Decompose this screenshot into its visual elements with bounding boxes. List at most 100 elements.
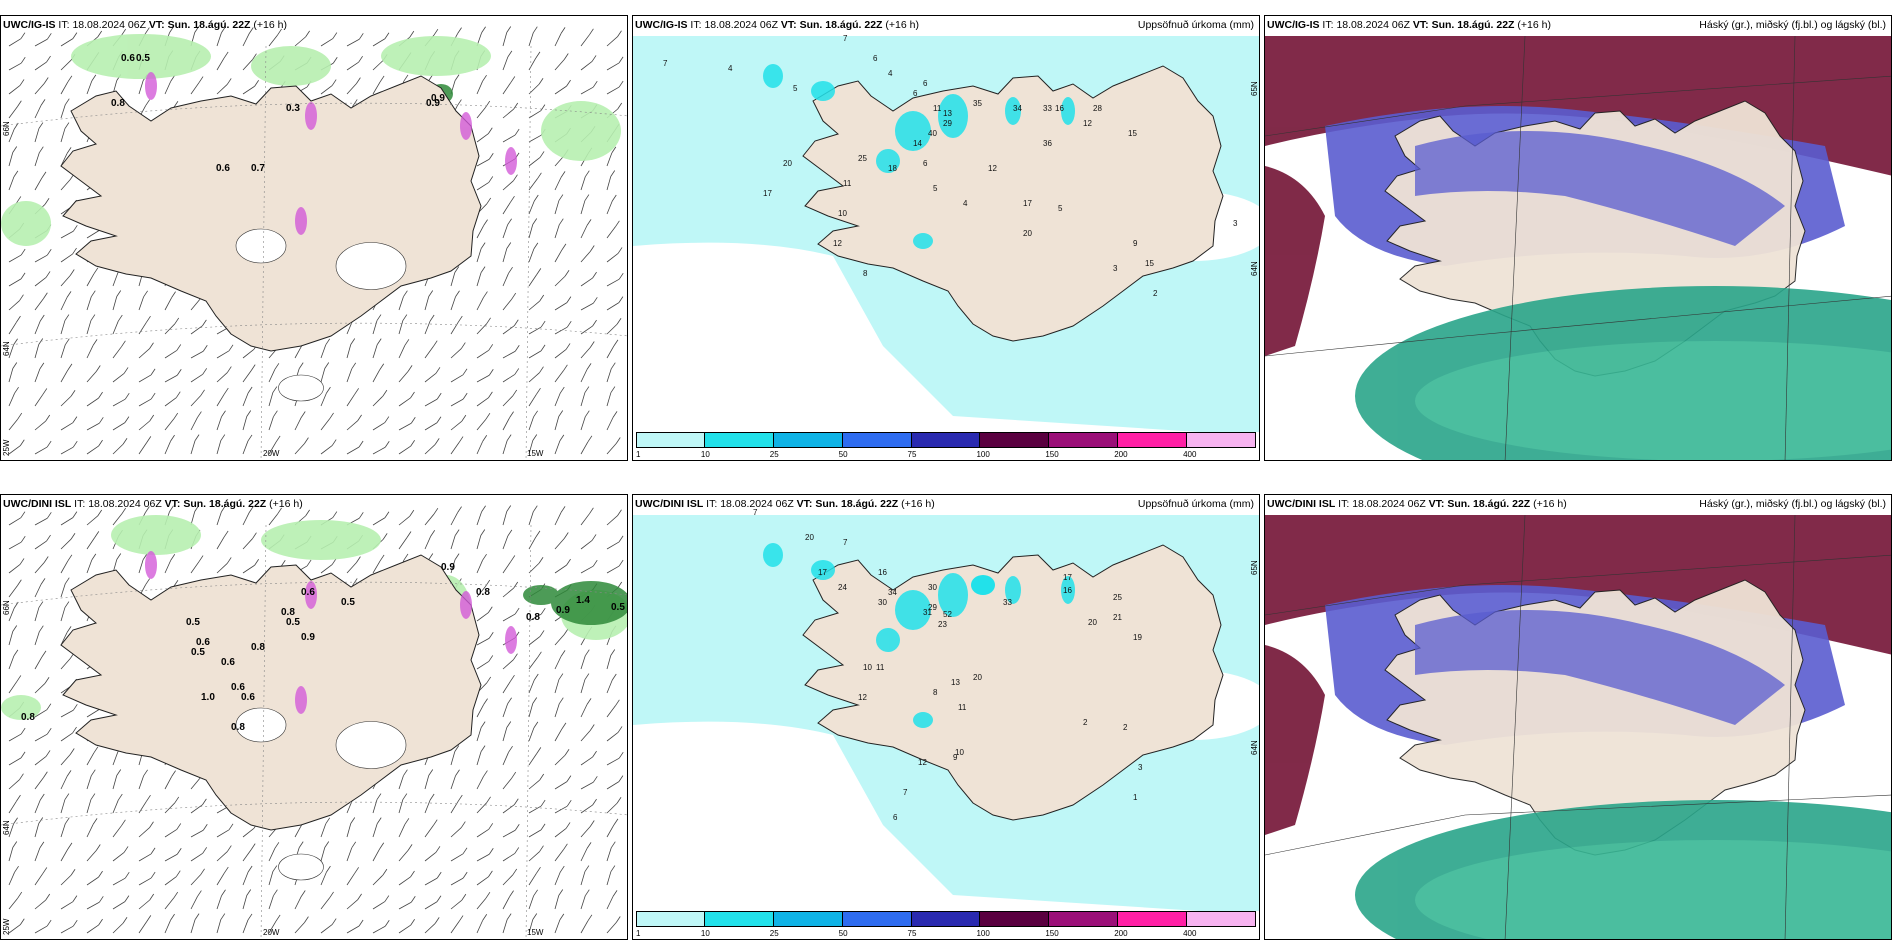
map-panel-igis-precip: 7 7 6 4 5 4 6 6 11 13 14 40 29 35 34 33 16 12 28 36 15 17 10 11…	[632, 15, 1260, 461]
glaciers	[235, 707, 407, 881]
vt-label: VT:	[780, 19, 797, 31]
value-label: 0.9	[431, 93, 445, 104]
value-label: 6	[893, 813, 898, 822]
model-name: UWC/DINI ISL	[1267, 498, 1336, 510]
value-label: 0.9	[556, 605, 570, 616]
panel-field-title: Háský (gr.), miðský (fj.bl.) og lágský (…	[1699, 498, 1886, 510]
map-panel-dini-wind: 0.8 0.5 0.6 0.6 0.8 0.5 0.9 0.8 1.4 0.8 0.9 0.5 0.5 0…	[0, 494, 628, 940]
value-label: 3	[1233, 219, 1238, 228]
value-label: 7	[843, 538, 848, 547]
precip-colorbar: 1 10 25 50 75 100 150 200 400	[633, 432, 1259, 460]
value-label: 7	[903, 788, 908, 797]
gust-areas	[1, 34, 621, 246]
lead-time: (+16 h)	[269, 498, 303, 510]
value-label: 0.8	[526, 612, 540, 623]
value-label: 0.8	[476, 587, 490, 598]
value-label: 20	[1088, 618, 1097, 627]
value-label: 0.5	[341, 597, 355, 608]
lead-time: (+16 h)	[253, 19, 287, 31]
value-label: 1	[1133, 793, 1138, 802]
value-label: 13	[943, 109, 952, 118]
colorbar-swatch	[773, 432, 843, 448]
heavy-precip	[763, 64, 1075, 249]
valid-time: Sun. 18.ágú. 22Z	[183, 498, 267, 510]
longitude-label: 20W	[263, 928, 280, 937]
latitude-label: 64N	[1250, 261, 1260, 276]
value-label: 0.5	[191, 647, 205, 658]
value-label: 12	[918, 758, 927, 767]
value-label: 18	[888, 164, 897, 173]
it-label: IT:	[690, 19, 702, 31]
value-label: 28	[1093, 104, 1102, 113]
panel-title: UWC/IG-IS IT: 18.08.2024 06Z VT: Sun. 18…	[635, 19, 919, 31]
value-label: 8	[863, 269, 868, 278]
value-label: 20	[783, 159, 792, 168]
value-label: 4	[963, 199, 968, 208]
colorbar-swatch	[911, 432, 981, 448]
map-panel-igis-cloud: UWC/IG-IS IT: 18.08.2024 06Z VT: Sun. 18…	[1264, 15, 1892, 461]
colorbar-tick-label: 400	[1183, 929, 1197, 938]
latitude-label: 64N	[2, 820, 11, 835]
value-label: 7	[663, 59, 668, 68]
colorbar-swatch	[636, 911, 705, 927]
value-label: 20	[1023, 229, 1032, 238]
valid-time: Sun. 18.ágú. 22Z	[799, 19, 883, 31]
value-label: 36	[1043, 139, 1052, 148]
value-label: 30	[928, 583, 937, 592]
colorbar-swatch	[842, 432, 912, 448]
value-label: 1.4	[576, 595, 590, 606]
value-label: 52	[943, 610, 952, 619]
value-label: 23	[938, 620, 947, 629]
map-panel-dini-cloud: UWC/DINI ISL IT: 18.08.2024 06Z VT: Sun.…	[1264, 494, 1892, 940]
value-label: 7	[753, 508, 758, 517]
graticule	[1265, 35, 1891, 460]
value-label: 30	[878, 598, 887, 607]
value-label: 0.6	[221, 657, 235, 668]
low-cloud	[1355, 286, 1891, 460]
value-label: 0.5	[286, 617, 300, 628]
colorbar-tick-label: 400	[1183, 450, 1197, 459]
colorbar-swatch	[1049, 911, 1119, 927]
value-label: 12	[988, 164, 997, 173]
colorbar-tick-label: 100	[976, 929, 990, 938]
value-label: 17	[1063, 573, 1072, 582]
graticule	[1, 524, 627, 939]
value-label: 9	[953, 753, 958, 762]
model-name: UWC/IG-IS	[635, 19, 688, 31]
vt-label: VT:	[1428, 498, 1445, 510]
latitude-label: 66N	[2, 121, 11, 136]
value-label: 31	[923, 608, 932, 617]
panel-field-title: Háský (gr.), miðský (fj.bl.) og lágský (…	[1699, 19, 1886, 31]
colorbar-tick-label: 100	[976, 450, 990, 459]
value-label: 6	[923, 159, 928, 168]
glaciers	[235, 228, 407, 402]
value-label: 14	[913, 139, 922, 148]
value-label: 1.0	[201, 692, 215, 703]
colorbar-tick-label: 150	[1045, 450, 1059, 459]
latitude-label: 65N	[1250, 560, 1260, 575]
it-label: IT:	[1322, 19, 1334, 31]
colorbar-swatch	[1118, 432, 1188, 448]
value-label: 0.6	[241, 692, 255, 703]
colorbar-swatch	[1118, 911, 1188, 927]
value-label: 0.9	[301, 632, 315, 643]
value-label: 17	[1023, 199, 1032, 208]
vt-label: VT:	[1412, 19, 1429, 31]
value-label: 21	[1113, 613, 1122, 622]
value-label: 0.6	[231, 682, 245, 693]
value-label: 3	[1138, 763, 1143, 772]
panel-field-title: Uppsöfnuð úrkoma (mm)	[1137, 19, 1254, 31]
colorbar-swatch	[980, 911, 1050, 927]
latitude-label: 66N	[2, 600, 11, 615]
value-label: 0.3	[286, 103, 300, 114]
colorbar-swatch	[1049, 432, 1119, 448]
vt-label: VT:	[148, 19, 165, 31]
value-label: 24	[838, 583, 847, 592]
value-label: 6	[913, 89, 918, 98]
value-label: 0.8	[231, 722, 245, 733]
value-label: 2	[1153, 289, 1158, 298]
value-label: 20	[805, 533, 814, 542]
it-label: IT:	[1338, 498, 1350, 510]
init-time: 18.08.2024 06Z	[1336, 19, 1410, 31]
value-label: 2	[1123, 723, 1128, 732]
